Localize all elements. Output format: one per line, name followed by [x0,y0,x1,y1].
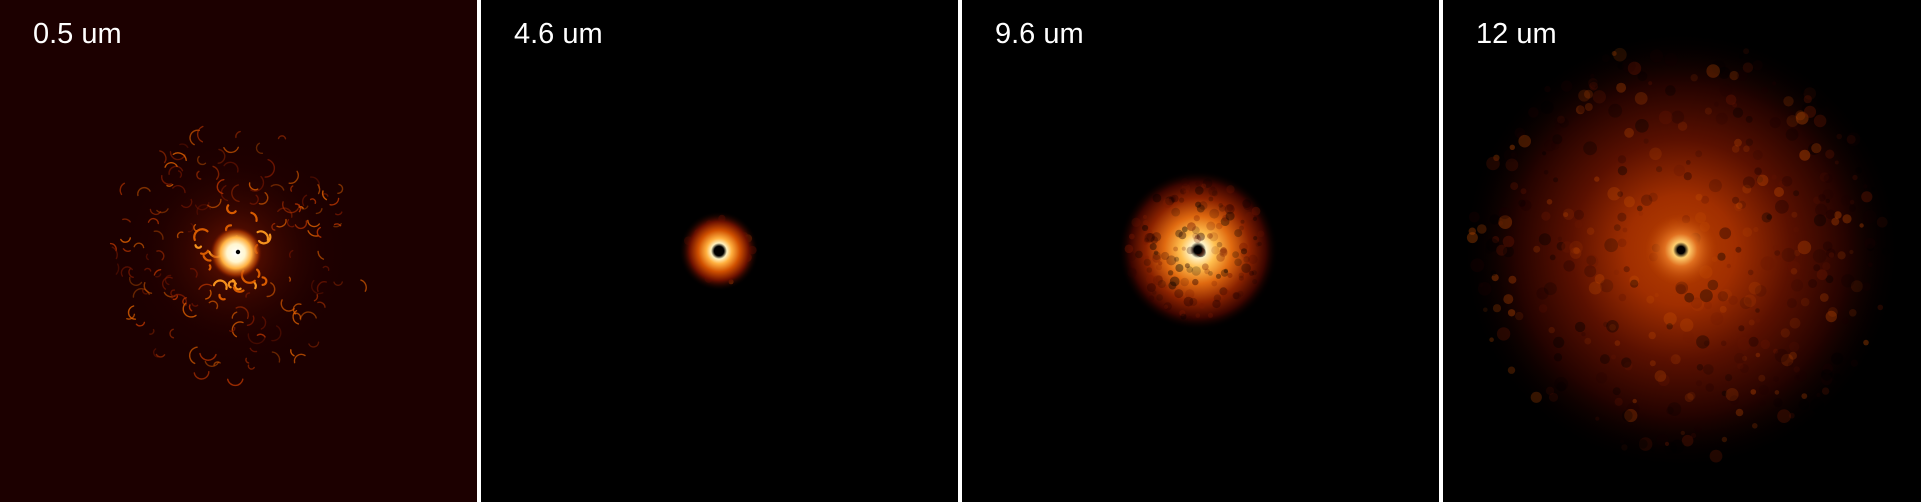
psf-image-4-6um [481,0,958,502]
image-panel-4-6um: 4.6 um [481,0,958,502]
wavelength-label: 4.6 um [514,18,603,50]
wavelength-label: 9.6 um [995,18,1084,50]
wavelength-label: 0.5 um [33,18,122,50]
psf-image-9-6um [962,0,1439,502]
psf-image-0-5um [0,0,477,502]
psf-image-12um [1443,0,1921,502]
image-panel-0-5um: 0.5 um [0,0,477,502]
image-panel-12um: 12 um [1443,0,1921,502]
image-panel-9-6um: 9.6 um [962,0,1439,502]
wavelength-label: 12 um [1476,18,1557,50]
